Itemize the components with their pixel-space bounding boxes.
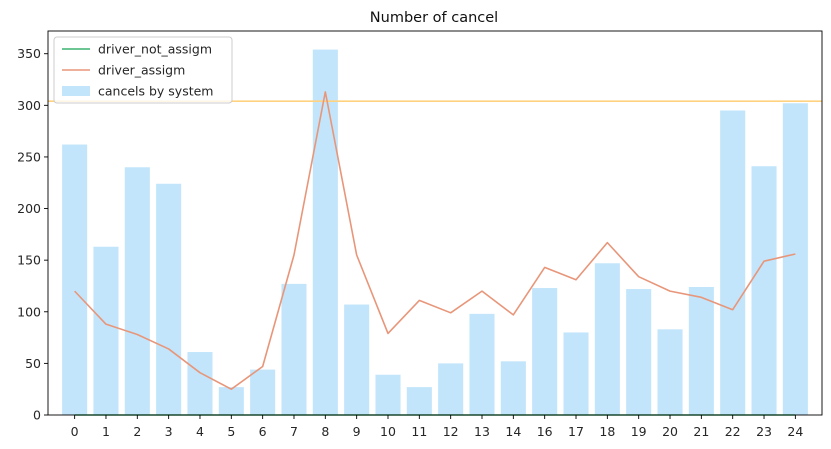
x-tick-label: 0 bbox=[71, 424, 79, 439]
plot-area bbox=[48, 49, 822, 416]
y-tick-label: 300 bbox=[17, 98, 41, 113]
legend-label: driver_assigm bbox=[98, 63, 185, 78]
x-tick-label: 1 bbox=[102, 424, 110, 439]
x-tick-label: 8 bbox=[321, 424, 329, 439]
legend-label: cancels by system bbox=[98, 84, 213, 99]
bar-2 bbox=[124, 167, 150, 415]
bar-4 bbox=[187, 352, 213, 415]
x-tick-label: 12 bbox=[443, 424, 459, 439]
x-tick-label: 13 bbox=[474, 424, 490, 439]
bar-1 bbox=[93, 246, 119, 415]
x-tick-label: 5 bbox=[227, 424, 235, 439]
series-line-driver-assigm bbox=[74, 91, 796, 390]
chart-title: Number of cancel bbox=[370, 10, 498, 26]
y-tick-label: 250 bbox=[17, 149, 41, 164]
x-tick-label: 14 bbox=[505, 424, 521, 439]
bar-9 bbox=[344, 304, 370, 415]
x-tick-label: 9 bbox=[353, 424, 361, 439]
x-tick-label: 11 bbox=[411, 424, 427, 439]
bar-20 bbox=[657, 329, 683, 415]
x-tick-label: 19 bbox=[631, 424, 647, 439]
plot-frame bbox=[47, 30, 823, 416]
x-tick-label: 7 bbox=[290, 424, 298, 439]
y-tick-label: 150 bbox=[17, 253, 41, 268]
bar-3 bbox=[156, 183, 182, 415]
bar-19 bbox=[626, 289, 652, 415]
legend-label: driver_not_assigm bbox=[98, 42, 212, 57]
x-tick-label: 17 bbox=[568, 424, 584, 439]
bar-22 bbox=[720, 110, 746, 415]
x-tick-label: 6 bbox=[259, 424, 267, 439]
bar-0 bbox=[62, 144, 88, 415]
bar-12 bbox=[438, 363, 464, 415]
y-tick-label: 100 bbox=[17, 304, 41, 319]
legend-swatch-cancels-by-system bbox=[62, 86, 90, 96]
x-tick-label: 24 bbox=[787, 424, 803, 439]
bar-17 bbox=[563, 332, 589, 415]
x-tick-label: 4 bbox=[196, 424, 204, 439]
x-tick-label: 16 bbox=[537, 424, 553, 439]
bar-14 bbox=[500, 361, 526, 415]
x-tick-label: 10 bbox=[380, 424, 396, 439]
bar-7 bbox=[281, 283, 307, 415]
bar-16 bbox=[532, 288, 558, 415]
x-tick-label: 20 bbox=[662, 424, 678, 439]
x-tick-label: 23 bbox=[756, 424, 772, 439]
bar-23 bbox=[751, 166, 777, 415]
bar-24 bbox=[782, 103, 808, 416]
bar-11 bbox=[406, 387, 432, 415]
bar-10 bbox=[375, 374, 401, 415]
bar-5 bbox=[218, 387, 244, 415]
y-tick-label: 50 bbox=[25, 356, 41, 371]
y-tick-label: 0 bbox=[33, 408, 41, 423]
bar-13 bbox=[469, 313, 495, 415]
bar-8 bbox=[312, 49, 338, 415]
x-tick-label: 21 bbox=[693, 424, 709, 439]
bar-21 bbox=[688, 287, 714, 415]
x-tick-label: 3 bbox=[165, 424, 173, 439]
x-tick-label: 22 bbox=[725, 424, 741, 439]
bar-18 bbox=[594, 263, 620, 415]
x-tick-label: 18 bbox=[599, 424, 615, 439]
y-tick-label: 200 bbox=[17, 201, 41, 216]
x-tick-label: 2 bbox=[133, 424, 141, 439]
y-tick-label: 350 bbox=[17, 46, 41, 61]
legend-box bbox=[53, 36, 233, 104]
bar-6 bbox=[250, 369, 276, 415]
